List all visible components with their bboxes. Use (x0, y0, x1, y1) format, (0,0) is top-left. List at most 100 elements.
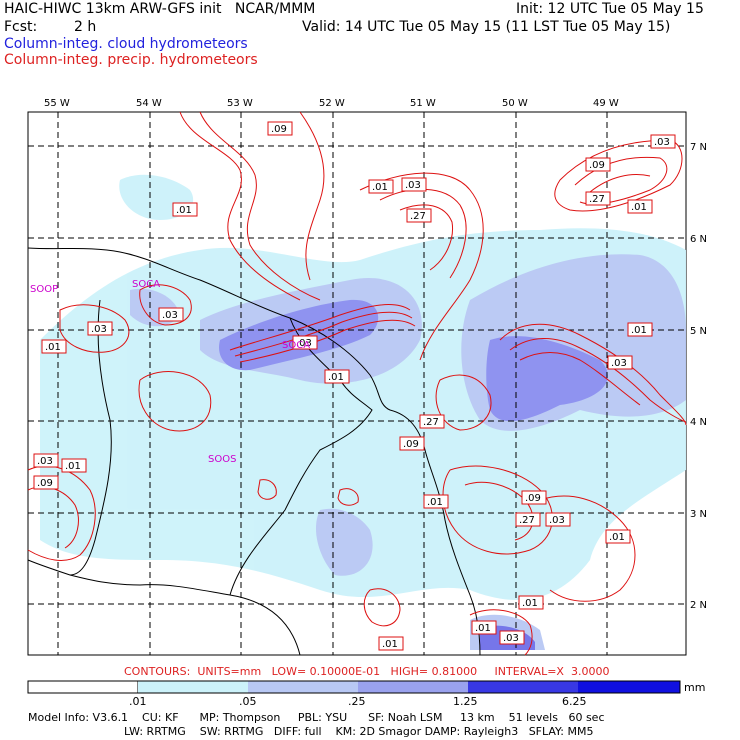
contour-label: .01 (324, 369, 350, 384)
model-info-line2: LW: RRTMG SW: RRTMG DIFF: full KM: 2D Sm… (124, 725, 594, 738)
lon-label: 51 W (410, 98, 436, 109)
svg-text:.03: .03 (405, 180, 421, 191)
svg-text:.09: .09 (403, 439, 419, 450)
svg-text:.01: .01 (609, 532, 625, 543)
lon-label: 49 W (593, 98, 619, 109)
field-precip-label: Column-integ. precip. hydrometeors (4, 52, 258, 68)
model-info-line1: Model Info: V3.6.1 CU: KF MP: Thompson P… (28, 711, 605, 724)
valid-time: Valid: 14 UTC Tue 05 May 15 (11 LST Tue … (302, 19, 671, 35)
svg-text:.03: .03 (549, 515, 565, 526)
svg-text:.27: .27 (410, 211, 426, 222)
colorbar-tick: .25 (348, 695, 366, 708)
contour-label: .01 (605, 529, 631, 544)
lon-label: 54 W (136, 98, 162, 109)
svg-text:.03: .03 (162, 310, 178, 321)
lon-label: 50 W (502, 98, 528, 109)
lat-label: 4 N (690, 417, 707, 428)
contours-info: CONTOURS: UNITS=mm LOW= 0.10000E-01 HIGH… (124, 665, 610, 678)
colorbar-tick: .01 (129, 695, 147, 708)
svg-text:.03: .03 (91, 324, 107, 335)
contour-label: .03 (87, 321, 113, 336)
svg-text:.01: .01 (372, 182, 388, 193)
contour-label: .03 (545, 512, 571, 527)
contour-label: .01 (518, 595, 544, 610)
contour-label: .03 (292, 335, 318, 350)
lat-label: 3 N (690, 509, 707, 520)
station-label: SOOS (208, 454, 236, 465)
colorbar (27, 680, 681, 694)
lat-label: 2 N (690, 600, 707, 611)
contour-label: .01 (368, 179, 394, 194)
lat-labels: 7 N 6 N 5 N 4 N 3 N 2 N (690, 142, 707, 611)
svg-text:.09: .09 (589, 160, 605, 171)
svg-text:.01: .01 (176, 205, 192, 216)
contour-label: .03 (650, 134, 676, 149)
lon-labels: 55 W 54 W 53 W 52 W 51 W 50 W 49 W (44, 98, 619, 109)
contour-label: .01 (627, 199, 653, 214)
contour-label: .01 (627, 322, 653, 337)
stations: SOOP SOCA SOCA SOOS (30, 279, 310, 465)
svg-text:.03: .03 (503, 633, 519, 644)
svg-text:.01: .01 (65, 461, 81, 472)
cloud-area-dark-2 (486, 336, 608, 422)
colorbar-tick: 6.25 (562, 695, 587, 708)
contour-label: .09 (267, 121, 293, 136)
svg-text:.27: .27 (519, 515, 535, 526)
station-label: SOCA (132, 279, 160, 290)
contour-label: .03 (158, 307, 184, 322)
svg-text:.03: .03 (296, 338, 312, 349)
contour-label: .09 (521, 490, 547, 505)
colorbar-unit: mm (684, 681, 706, 694)
contour-label: .09 (585, 157, 611, 172)
svg-text:.01: .01 (631, 325, 647, 336)
contour-label: .27 (585, 191, 611, 206)
colorbar-tick: .05 (239, 695, 257, 708)
contour-label: .27 (406, 208, 432, 223)
svg-text:.03: .03 (37, 456, 53, 467)
contour-label: .01 (423, 494, 449, 509)
svg-text:.01: .01 (45, 342, 61, 353)
contour-label: .27 (515, 512, 541, 527)
svg-text:.27: .27 (589, 194, 605, 205)
svg-text:.01: .01 (475, 623, 491, 634)
lat-label: 5 N (690, 326, 707, 337)
contour-label: .03 (33, 453, 59, 468)
contour-label: .03 (607, 355, 633, 370)
cloud-area-mid-4 (315, 508, 373, 576)
svg-text:.09: .09 (271, 124, 287, 135)
contour-label: .09 (33, 475, 59, 490)
contour-label: .03 (499, 630, 525, 645)
field-cloud-label: Column-integ. cloud hydrometeors (4, 36, 248, 52)
svg-text:.01: .01 (631, 202, 647, 213)
station-label: SOOP (30, 284, 58, 295)
forecast-label: Fcst: (4, 19, 38, 35)
lon-label: 53 W (227, 98, 253, 109)
svg-text:.03: .03 (654, 137, 670, 148)
svg-text:.01: .01 (382, 639, 398, 650)
station-label: SOCA (282, 340, 310, 351)
coastline (27, 247, 481, 656)
svg-text:.01: .01 (328, 372, 344, 383)
contour-label: .01 (41, 339, 67, 354)
contour-labels: .09 .03 .01 .03 .09 .01 .27 .01 .27 .03 … (33, 121, 676, 651)
contour-label: .03 (401, 177, 427, 192)
contour-label: .01 (61, 458, 87, 473)
svg-text:.09: .09 (525, 493, 541, 504)
model-title: HAIC-HIWC 13km ARW-GFS init NCAR/MMM (4, 1, 316, 17)
contour-label: .01 (172, 202, 198, 217)
svg-text:.09: .09 (37, 478, 53, 489)
lon-label: 55 W (44, 98, 70, 109)
svg-text:.27: .27 (423, 417, 439, 428)
colorbar-tick: 1.25 (453, 695, 478, 708)
svg-text:.01: .01 (427, 497, 443, 508)
contour-label: .27 (419, 414, 445, 429)
svg-text:.03: .03 (611, 358, 627, 369)
contour-label: .01 (378, 636, 404, 651)
contour-label: .09 (399, 436, 425, 451)
svg-text:.01: .01 (522, 598, 538, 609)
forecast-value: 2 h (74, 19, 97, 35)
lat-label: 6 N (690, 234, 707, 245)
lat-label: 7 N (690, 142, 707, 153)
lon-label: 52 W (319, 98, 345, 109)
